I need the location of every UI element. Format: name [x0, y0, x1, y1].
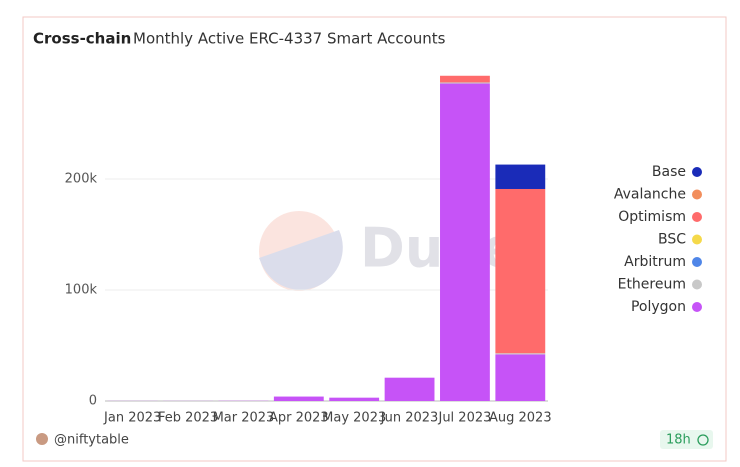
avatar: [36, 433, 48, 445]
check-icon: [697, 434, 709, 446]
author[interactable]: @niftytable: [54, 433, 129, 448]
bar-segment: [495, 353, 546, 355]
legend-marker: [692, 212, 702, 222]
legend-label: Polygon: [631, 299, 686, 315]
bar-segment: [440, 83, 490, 401]
legend-marker: [692, 302, 702, 312]
watermark: Dune: [259, 211, 518, 291]
bar-segment: [384, 377, 435, 401]
bar-segment: [273, 396, 324, 401]
legend-label: Optimism: [618, 209, 686, 225]
age: 18h: [666, 433, 691, 448]
legend-marker: [692, 234, 702, 245]
chart-title: Cross-chain: [33, 30, 131, 48]
watermark-text: Dune: [360, 217, 518, 280]
bar-segment: [329, 397, 380, 401]
bar-segment: [440, 75, 490, 83]
legend-label: Base: [652, 164, 686, 180]
x-tick-label: Jul 2023: [437, 411, 491, 426]
x-tick-label: Apr 2023: [269, 411, 329, 426]
x-tick-label: May 2023: [322, 411, 386, 426]
legend-marker: [692, 167, 702, 177]
watermark-logo: [259, 211, 339, 291]
bar-segment: [495, 164, 546, 189]
legend-marker: [692, 279, 702, 290]
bar-segment: [495, 188, 546, 354]
x-tick-label: Jan 2023: [103, 411, 161, 426]
legend-label: Ethereum: [618, 277, 686, 293]
chart-subtitle: Monthly Active ERC-4337 Smart Accounts: [133, 30, 446, 48]
legend-label: Arbitrum: [624, 254, 686, 270]
legend-label: Avalanche: [614, 187, 686, 203]
watermark-logo-part: [259, 230, 343, 290]
legend-label: BSC: [658, 232, 686, 248]
x-tick-label: Mar 2023: [213, 411, 275, 426]
y-tick-label: 100k: [65, 283, 98, 298]
y-tick-label: 0: [89, 394, 97, 409]
x-tick-label: Aug 2023: [489, 411, 552, 426]
bar-segment: [440, 82, 490, 84]
x-tick-label: Jun 2023: [380, 411, 439, 426]
legend-marker: [692, 257, 702, 267]
y-tick-label: 200k: [65, 172, 98, 187]
bar-segment: [495, 354, 546, 401]
legend-marker: [692, 189, 702, 200]
x-tick-label: Feb 2023: [158, 411, 218, 426]
card: [22, 16, 727, 462]
